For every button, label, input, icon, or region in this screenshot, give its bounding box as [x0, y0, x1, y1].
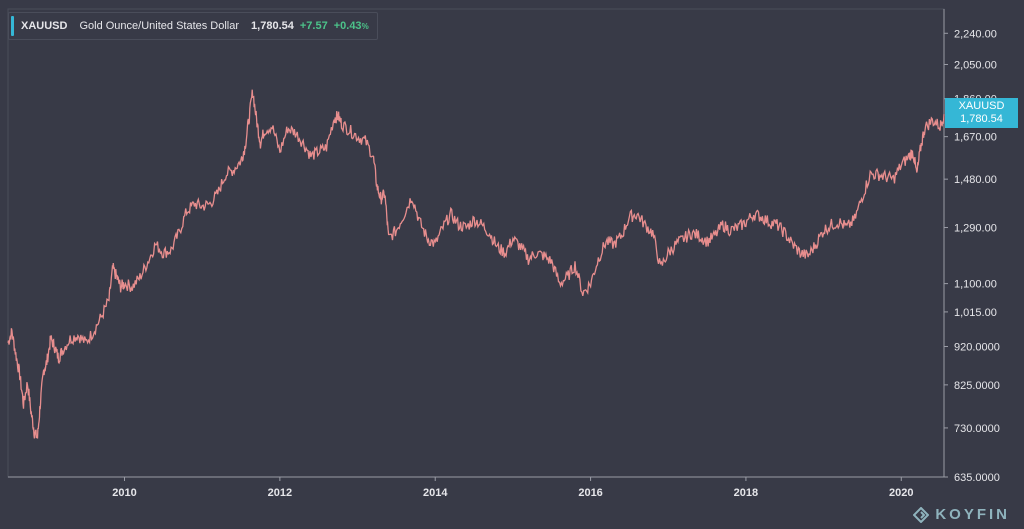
- price-tag-symbol: XAUUSD: [958, 100, 1005, 112]
- y-tick-label: 635.0000: [954, 472, 1000, 484]
- koyfin-logo: KOYFIN: [913, 506, 1010, 523]
- x-tick-label: 2018: [734, 487, 758, 499]
- logo-text: KOYFIN: [935, 506, 1010, 523]
- y-tick-label: 1,670.00: [954, 132, 997, 144]
- legend-color-marker: [11, 16, 14, 36]
- x-tick-label: 2020: [889, 487, 913, 499]
- legend-change: +7.57: [299, 20, 328, 32]
- y-tick-label: 1,480.00: [954, 174, 997, 186]
- y-tick-label: 920.0000: [954, 342, 1000, 354]
- y-tick-label: 2,050.00: [954, 59, 997, 71]
- legend-name: Gold Ounce/United States Dollar: [79, 20, 240, 32]
- price-tag-value: 1,780.54: [960, 113, 1003, 125]
- y-tick-label: 730.0000: [954, 423, 1000, 435]
- legend-change-pct: +0.43%: [333, 20, 369, 32]
- y-tick-label: 1,015.00: [954, 307, 997, 319]
- koyfin-logo-icon: [913, 506, 930, 523]
- legend-symbol: XAUUSD: [21, 20, 68, 32]
- y-tick-label: 825.0000: [954, 380, 1000, 392]
- current-price-tag: XAUUSD 1,780.54: [945, 98, 1018, 128]
- y-axis: 2,240.002,050.001,860.001,670.001,480.00…: [943, 9, 1000, 484]
- legend-box[interactable]: XAUUSD Gold Ounce/United States Dollar 1…: [8, 12, 378, 40]
- x-tick-label: 2014: [423, 487, 448, 499]
- x-tick-label: 2012: [268, 487, 292, 499]
- y-tick-label: 1,100.00: [954, 279, 997, 291]
- x-tick-label: 2010: [112, 487, 136, 499]
- plot-frame: [7, 8, 945, 478]
- legend-price: 1,780.54: [251, 20, 294, 32]
- x-axis: 2010 2012 2014 2016 2018 2020: [8, 476, 944, 499]
- y-tick-label: 1,290.00: [954, 223, 997, 235]
- x-tick-label: 2016: [578, 487, 602, 499]
- y-tick-label: 2,240.00: [954, 28, 997, 40]
- price-series-line: [7, 89, 945, 439]
